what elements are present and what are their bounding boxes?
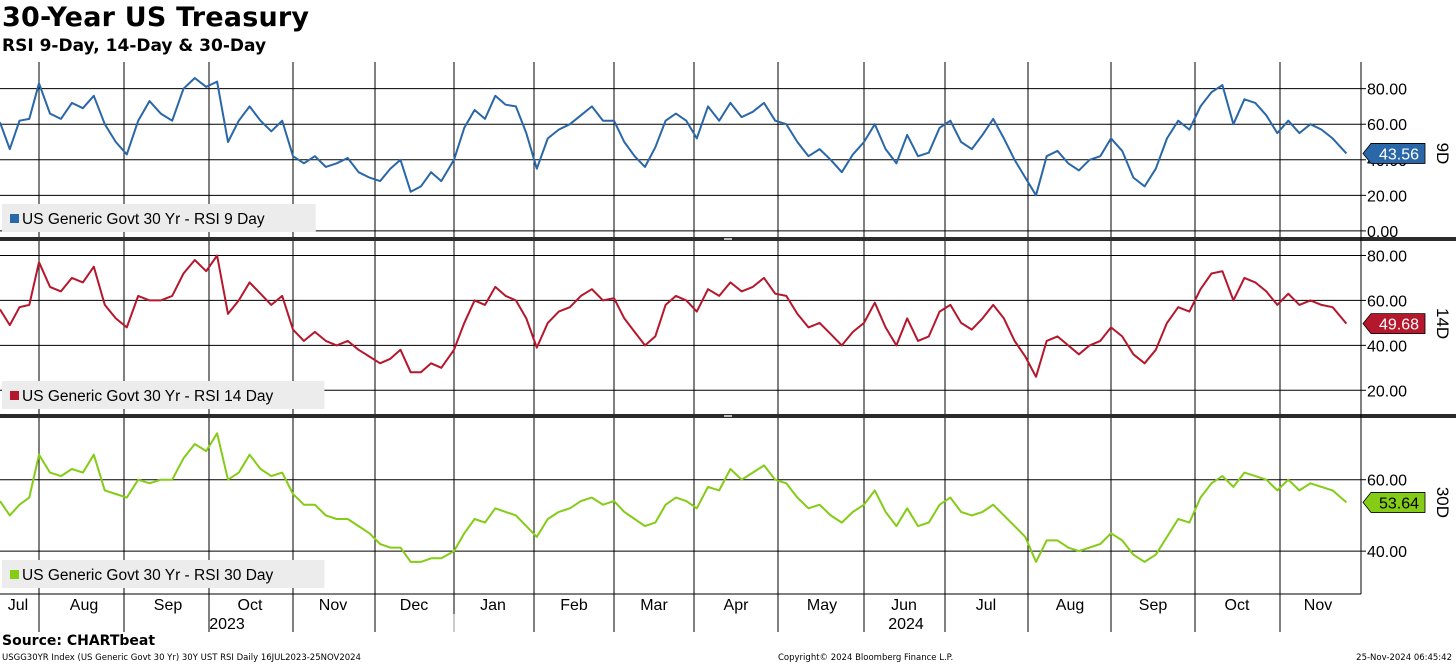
x-tick-label: Jan	[480, 597, 506, 614]
x-tick-label: Jul	[8, 597, 28, 614]
year-label: 2023	[209, 616, 245, 633]
x-tick-label: Sep	[154, 597, 183, 614]
x-tick-label: Oct	[1225, 597, 1250, 614]
series-line	[0, 77, 1348, 197]
last-value-label: 43.56	[1379, 146, 1419, 163]
chart-title: 30-Year US Treasury	[2, 2, 310, 33]
x-tick-label: Aug	[70, 597, 98, 614]
x-tick-label: Mar	[640, 597, 668, 614]
x-tick-label: Oct	[238, 597, 263, 614]
x-tick-label: Feb	[560, 597, 588, 614]
legend-swatch	[10, 214, 19, 223]
legend: US Generic Govt 30 Yr - RSI 14 Day	[2, 381, 325, 409]
last-value-label: 53.64	[1379, 495, 1419, 512]
x-tick-label: Dec	[400, 597, 428, 614]
panel-side-label: 30D	[1433, 487, 1452, 518]
y-tick-label: 40.00	[1367, 338, 1407, 355]
year-label: 2024	[888, 616, 924, 633]
x-tick-label: Sep	[1139, 597, 1168, 614]
y-tick-label: 80.00	[1367, 248, 1407, 265]
legend-swatch	[10, 570, 19, 579]
legend: US Generic Govt 30 Yr - RSI 30 Day	[2, 560, 325, 588]
legend: US Generic Govt 30 Yr - RSI 9 Day	[2, 204, 316, 232]
rsi-panel-14d: 80.00 60.00 40.00 20.00 49.68 14D US Generic G…	[0, 248, 1452, 409]
x-tick-label: Jul	[976, 597, 996, 614]
legend-swatch	[10, 391, 19, 400]
x-tick-label: May	[807, 597, 837, 614]
last-value-box	[1362, 492, 1426, 513]
footer-timestamp: 25-Nov-2024 06:45:42	[1356, 653, 1452, 663]
last-value-label: 49.68	[1379, 317, 1419, 334]
y-tick-label: 40.00	[1367, 544, 1407, 561]
separator-handle	[724, 238, 732, 240]
x-tick-label: Nov	[319, 597, 347, 614]
x-axis: Jul Aug Sep Oct Nov Dec Jan Feb Mar Apr May Jun Jul A…	[0, 593, 1361, 633]
legend-label: US Generic Govt 30 Yr - RSI 9 Day	[22, 211, 265, 228]
x-tick-label: Nov	[1304, 597, 1332, 614]
series-line	[0, 254, 1348, 378]
footer-copyright: Copyright© 2024 Bloomberg Finance L.P.	[778, 653, 954, 663]
footer-left: USGG30YR Index (US Generic Govt 30 Yr) 3…	[2, 653, 361, 663]
legend-box	[2, 381, 325, 409]
last-value-flag: 53.64	[1362, 492, 1426, 513]
last-value-flag: 43.56	[1362, 143, 1426, 164]
x-tick-label: Jun	[891, 597, 917, 614]
legend-box	[2, 204, 316, 232]
rsi-panel-30d: 60.00 40.00 53.64 30D US Generic Govt 30 Yr …	[0, 432, 1452, 588]
last-value-box	[1362, 143, 1426, 164]
x-tick-label: Aug	[1056, 597, 1084, 614]
x-tick-label: Apr	[724, 597, 750, 614]
last-value-flag: 49.68	[1362, 313, 1426, 335]
y-tick-label: 60.00	[1367, 117, 1407, 134]
legend-label: US Generic Govt 30 Yr - RSI 14 Day	[22, 388, 274, 405]
source-note: Source: CHARTbeat	[2, 633, 156, 649]
panel-side-label: 14D	[1433, 308, 1452, 339]
y-tick-label: 0.00	[1367, 224, 1398, 241]
legend-box	[2, 560, 325, 588]
y-tick-label: 60.00	[1367, 473, 1407, 490]
y-tick-label: 20.00	[1367, 383, 1407, 400]
y-tick-label: 20.00	[1367, 188, 1407, 205]
last-value-box	[1362, 313, 1426, 335]
panel-side-label: 9D	[1433, 143, 1452, 165]
series-line	[0, 432, 1348, 563]
chart-subtitle: RSI 9-Day, 14-Day & 30-Day	[2, 36, 267, 56]
legend-label: US Generic Govt 30 Yr - RSI 30 Day	[22, 567, 274, 584]
separator-handle	[724, 415, 732, 417]
y-tick-label: 80.00	[1367, 82, 1407, 99]
y-tick-label: 60.00	[1367, 293, 1407, 310]
